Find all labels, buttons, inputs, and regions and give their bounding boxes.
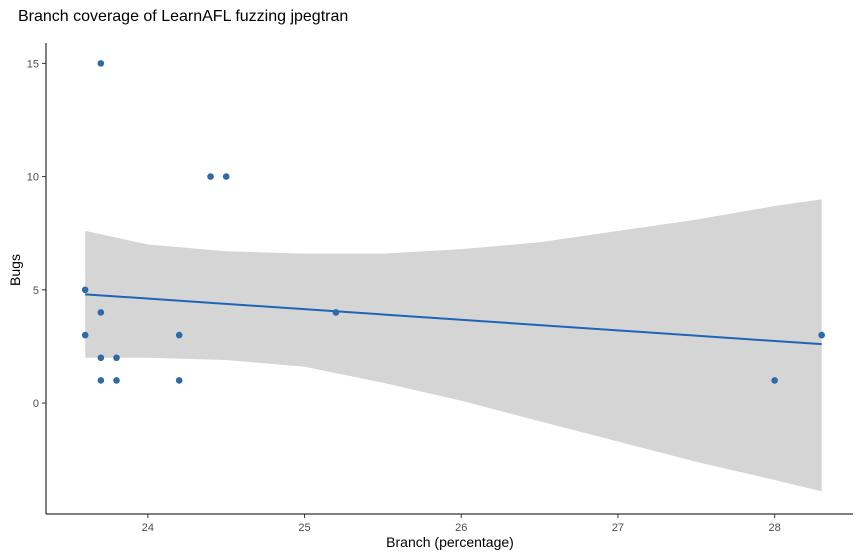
data-point [113, 354, 120, 362]
data-point [771, 377, 778, 384]
data-point [113, 377, 120, 384]
data-point [175, 377, 183, 384]
regression-line [85, 293, 822, 346]
x-axis-ticks: 24 25 26 27 28 [142, 514, 781, 534]
chart-title: Branch coverage of LearnAFL fuzzing jpeg… [18, 8, 348, 25]
x-tick-label: 27 [612, 522, 624, 534]
x-axis-title: Branch (percentage) [386, 534, 514, 550]
data-point [207, 173, 214, 180]
data-point [97, 309, 105, 316]
data-point [97, 60, 105, 67]
data-point [818, 331, 825, 339]
x-tick-label: 28 [769, 522, 781, 534]
x-tick-label: 26 [455, 522, 467, 534]
x-tick-label: 24 [142, 522, 154, 534]
data-point [81, 331, 89, 339]
x-tick-label: 25 [298, 522, 310, 534]
data-point [81, 286, 89, 294]
confidence-band [85, 199, 822, 492]
plot-area [81, 60, 825, 492]
data-point [97, 354, 105, 362]
data-point [97, 377, 105, 384]
y-tick-label: 10 [27, 172, 39, 184]
y-tick-label: 5 [33, 285, 39, 297]
y-axis-title: Bugs [7, 254, 23, 286]
data-point [175, 331, 183, 339]
y-tick-label: 15 [27, 58, 39, 70]
y-axis-ticks: 0 5 10 15 [27, 58, 46, 410]
data-point [222, 173, 230, 180]
data-point [332, 309, 340, 316]
y-tick-label: 0 [33, 398, 39, 410]
